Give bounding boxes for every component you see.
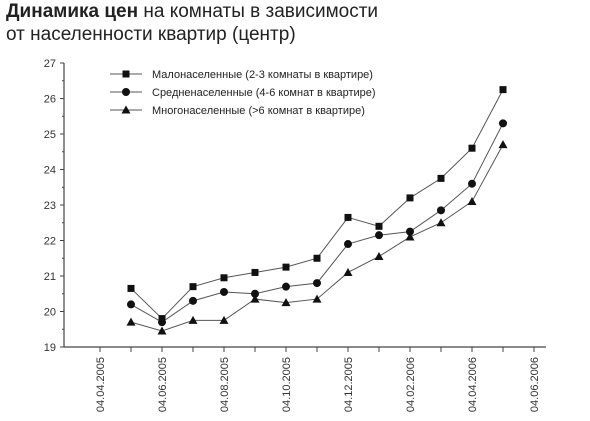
data-point: [189, 296, 197, 305]
data-point: [312, 294, 322, 303]
data-point: [220, 287, 228, 296]
data-point: [498, 140, 508, 149]
title-line2: от населенности квартир (центр): [6, 24, 296, 45]
data-point: [282, 282, 290, 291]
x-tick-label: 04.12.2005: [343, 357, 355, 412]
legend-label: Многонаселенные (>6 комнат в квартире): [152, 105, 365, 117]
title-rest: на комнаты в зависимости: [138, 1, 379, 22]
x-tick-label: 04.10.2005: [281, 357, 293, 412]
x-tick-label: 04.04.2005: [95, 357, 107, 412]
y-tick-label: 25: [44, 129, 56, 141]
y-tick-label: 22: [44, 236, 56, 248]
y-tick-label: 27: [44, 58, 56, 70]
y-axis-ticks: 19 20 21 22 23 24 25 26 27: [44, 58, 64, 354]
legend-marker: [122, 70, 130, 78]
data-point: [189, 283, 197, 291]
data-point: [313, 254, 321, 262]
data-point: [220, 274, 228, 282]
data-point: [499, 86, 507, 94]
data-point: [436, 218, 446, 227]
data-point: [375, 222, 383, 230]
data-point: [250, 294, 260, 303]
series-circle: [127, 119, 507, 327]
data-point: [282, 263, 290, 271]
data-point: [158, 318, 166, 327]
series-triangle: [126, 140, 508, 335]
legend-marker: [122, 88, 130, 96]
data-point: [437, 206, 445, 215]
data-point: [157, 326, 167, 335]
data-point: [219, 315, 229, 324]
y-tick-label: 20: [44, 307, 56, 319]
data-point: [127, 284, 135, 292]
data-point: [344, 240, 352, 249]
y-tick-label: 23: [44, 200, 56, 212]
data-point: [374, 251, 384, 260]
data-point: [468, 179, 476, 188]
data-point: [188, 315, 198, 324]
data-point: [406, 194, 414, 202]
data-point: [343, 267, 353, 276]
y-tick-label: 26: [44, 94, 56, 106]
series-square: [127, 86, 507, 323]
data-point: [127, 300, 135, 309]
data-point: [281, 298, 291, 307]
data-point: [251, 268, 259, 276]
legend-label: Малонаселенные (2-3 комнаты в квартире): [152, 69, 373, 81]
title-bold: Динамика цен: [6, 1, 139, 22]
x-tick-label: 04.06.2006: [529, 357, 541, 412]
legend-marker: [121, 105, 131, 114]
x-axis-ticks: 04.04.2005 04.06.2005 04.08.2005 04.10.2005…: [95, 347, 541, 412]
chart-title: Динамика цен на комнаты в зависимости от…: [6, 0, 586, 46]
data-point: [437, 174, 445, 182]
y-tick-label: 19: [44, 342, 56, 354]
data-point: [344, 213, 352, 221]
series-group: [126, 86, 508, 335]
y-tick-label: 21: [44, 271, 56, 283]
data-point: [468, 144, 476, 152]
x-tick-label: 04.04.2006: [467, 357, 479, 412]
x-tick-label: 04.06.2005: [157, 357, 169, 412]
y-tick-label: 24: [44, 165, 56, 177]
data-point: [251, 289, 259, 298]
data-point: [406, 227, 414, 236]
data-point: [126, 317, 136, 326]
legend: Малонаселенные (2-3 комнаты в квартире) С…: [110, 69, 376, 117]
data-point: [313, 279, 321, 288]
legend-label: Средненаселенные (4-6 комнат в квартире): [152, 87, 376, 99]
data-point: [405, 232, 415, 241]
x-tick-label: 04.08.2005: [219, 357, 231, 412]
data-point: [499, 119, 507, 128]
data-point: [467, 196, 477, 205]
data-point: [375, 231, 383, 240]
x-tick-label: 04.02.2006: [405, 357, 417, 412]
